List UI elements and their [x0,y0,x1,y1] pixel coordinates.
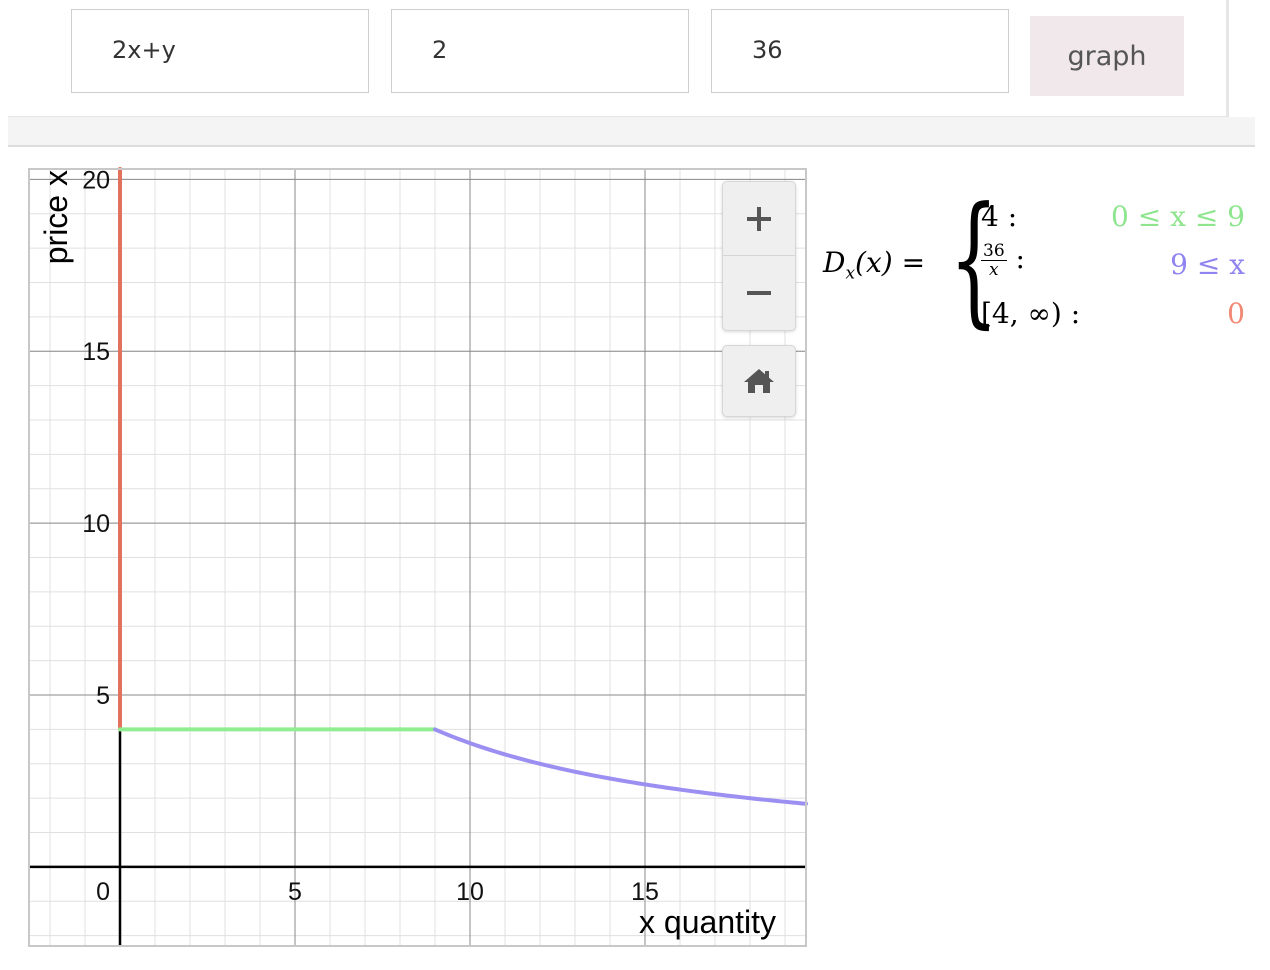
x-axis-label: x quantity [639,904,776,940]
param1-input[interactable] [432,36,672,64]
tick-labels: 0 5 10 15 5 10 15 20 [82,166,659,906]
series-group [118,167,808,806]
y-tick-label: 20 [82,166,110,194]
formula-row-1-cond: 0 ≤ x ≤ 9 [1111,200,1245,233]
piecewise-formula: Dx(x) = { 4 : 0 ≤ x ≤ 9 36 x : 9 ≤ x [4, … [815,177,1265,342]
y-tick-label: 15 [82,338,110,366]
plot-border [28,168,807,947]
home-button[interactable] [722,345,796,417]
minus-icon [747,290,771,295]
param1-field[interactable] [391,9,689,93]
graph-button[interactable]: graph [1030,16,1184,96]
x-tick-label: 5 [288,878,302,906]
formula-brace: { [949,177,999,342]
formula-row-3-cond: 0 [1227,297,1245,330]
zoom-in-button[interactable] [723,182,795,256]
x-tick-label-0: 0 [96,878,110,906]
x-tick-label: 10 [456,878,484,906]
expression-field[interactable] [71,9,369,93]
minor-grid [29,169,806,946]
formula-row-3-expr: [4, ∞) : [981,297,1081,330]
x-tick-label: 15 [631,878,659,906]
series-line-3 [433,727,808,806]
input-panel-body: graph [8,0,1229,117]
panel-divider [8,117,1255,147]
plus-icon [747,206,771,231]
major-grid [29,169,806,946]
zoom-controls [722,181,796,331]
formula-row-2-expr: 36 x : [981,241,1025,280]
home-icon [744,369,774,393]
expression-input[interactable] [112,36,352,64]
param2-field[interactable] [711,9,1009,93]
param2-input[interactable] [752,36,992,64]
formula-lhs: Dx(x) = [823,246,926,284]
y-tick-label: 5 [96,682,110,710]
formula-row-1-expr: 4 : [981,200,1018,233]
y-tick-label: 10 [82,510,110,538]
y-axis-label: price x [38,170,74,264]
fraction: 36 x [981,241,1007,280]
formula-row-2-cond: 9 ≤ x [1170,248,1245,281]
input-panel: graph [8,0,1255,147]
zoom-out-button[interactable] [723,256,795,329]
